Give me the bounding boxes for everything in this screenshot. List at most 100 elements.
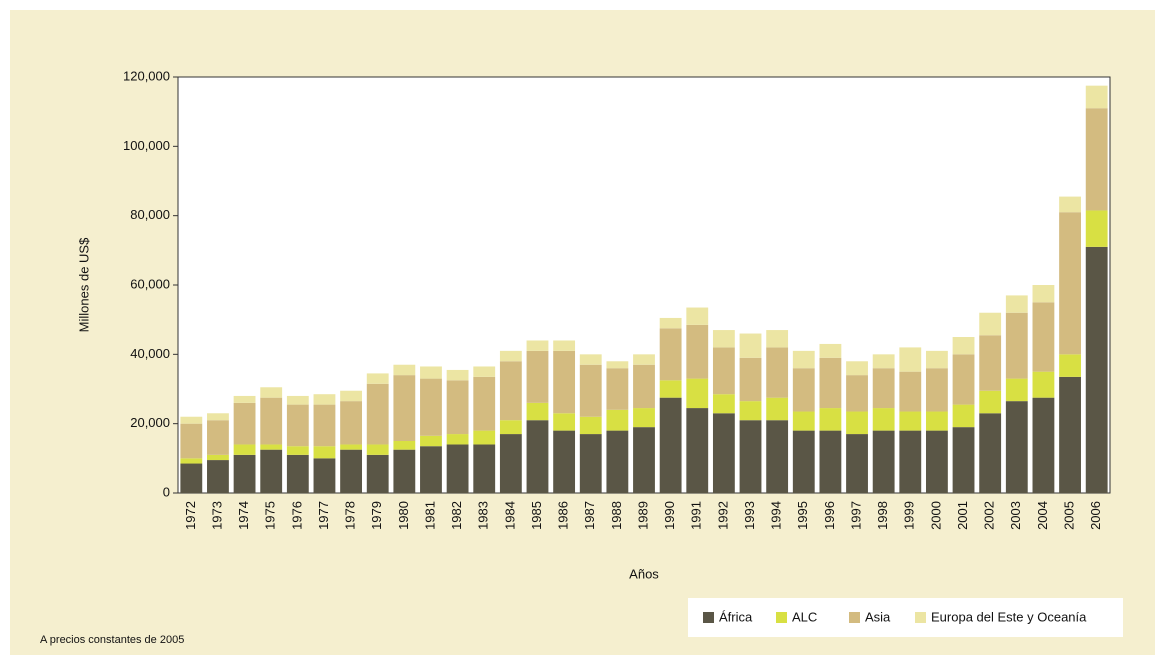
bar-segment: [260, 387, 283, 398]
bar-segment: [446, 380, 469, 435]
bar-segment: [686, 408, 709, 493]
bar-segment: [579, 416, 602, 435]
bar-segment: [393, 441, 416, 450]
x-tick-label: 1978: [343, 501, 358, 530]
bar-segment: [659, 317, 682, 329]
bar-segment: [952, 404, 975, 428]
bar-segment: [553, 430, 576, 493]
bar-segment: [499, 361, 522, 421]
bar-segment: [207, 420, 229, 455]
bar-segment: [872, 408, 895, 431]
bar-segment: [979, 335, 1002, 391]
bar-segment: [260, 444, 283, 450]
legend-box: [688, 598, 1123, 637]
bar-segment: [659, 380, 682, 398]
x-tick-label: 1997: [848, 501, 863, 530]
y-tick-label: 100,000: [123, 138, 170, 153]
bar-segment: [286, 395, 309, 405]
legend-swatch: [703, 612, 714, 623]
bar-segment: [979, 312, 1002, 336]
bar-segment: [499, 434, 522, 493]
bar-segment: [819, 343, 842, 358]
bar-segment: [633, 408, 655, 428]
x-tick-label: 1986: [556, 501, 571, 530]
bar-segment: [1059, 196, 1081, 213]
x-tick-label: 1988: [609, 501, 624, 530]
bar-segment: [286, 446, 309, 455]
x-tick-label: 1999: [902, 501, 917, 530]
x-tick-label: 1990: [662, 501, 677, 530]
x-tick-label: 1989: [635, 501, 650, 530]
bar-segment: [686, 324, 709, 379]
bar-segment: [686, 378, 709, 409]
bar-segment: [393, 375, 416, 441]
bar-segment: [526, 420, 549, 493]
bar-segment: [420, 435, 442, 447]
bar-segment: [233, 395, 256, 403]
bar-segment: [739, 420, 762, 493]
bar-segment: [606, 368, 629, 410]
bar-segment: [366, 373, 389, 384]
bar-segment: [792, 350, 815, 369]
x-tick-label: 1974: [236, 501, 251, 530]
bar-segment: [739, 401, 762, 421]
bar-segment: [1085, 210, 1108, 247]
bar-segment: [766, 347, 789, 398]
bar-segment: [340, 401, 363, 445]
y-tick-label: 0: [163, 484, 170, 499]
legend-swatch: [915, 612, 926, 623]
y-tick-label: 20,000: [130, 415, 170, 430]
bar-segment: [686, 307, 709, 325]
bar-segment: [925, 368, 948, 412]
bar-segment: [952, 427, 975, 493]
bar-segment: [526, 350, 549, 403]
legend-label: Asia: [865, 609, 891, 624]
bar-segment: [1085, 85, 1108, 109]
bar-segment: [979, 413, 1002, 493]
x-tick-label: 1984: [502, 501, 517, 530]
x-tick-label: 1985: [529, 501, 544, 530]
bar-segment: [899, 411, 922, 431]
bar-segment: [446, 444, 469, 493]
bar-segment: [739, 357, 762, 402]
bar-segment: [180, 458, 203, 464]
legend-label: Europa del Este y Oceanía: [931, 609, 1087, 624]
bar-segment: [1032, 397, 1055, 493]
x-tick-label: 1996: [822, 501, 837, 530]
bar-segment: [340, 390, 363, 402]
bar-segment: [899, 430, 922, 493]
bar-segment: [180, 416, 203, 424]
x-tick-label: 1975: [263, 501, 278, 530]
bar-segment: [952, 354, 975, 405]
bar-segment: [579, 434, 602, 493]
bar-segment: [1032, 302, 1055, 372]
bar-segment: [1005, 312, 1028, 379]
x-tick-label: 2000: [928, 501, 943, 530]
y-axis-label: Millones de US$: [76, 237, 91, 332]
bar-segment: [872, 368, 895, 409]
bar-segment: [260, 397, 283, 445]
bar-segment: [846, 361, 868, 376]
bar-segment: [659, 397, 682, 493]
bar-segment: [420, 446, 442, 493]
bar-segment: [499, 350, 522, 362]
bar-segment: [899, 371, 922, 412]
bar-segment: [233, 444, 256, 455]
bar-segment: [579, 354, 602, 365]
bar-segment: [1032, 371, 1055, 398]
legend-label: África: [719, 609, 753, 624]
x-tick-label: 1987: [582, 501, 597, 530]
x-tick-label: 1995: [795, 501, 810, 530]
bar-segment: [792, 411, 815, 431]
bar-segment: [313, 458, 336, 493]
x-tick-label: 2005: [1061, 501, 1076, 530]
bar-segment: [526, 402, 549, 421]
x-tick-label: 1972: [183, 501, 198, 530]
x-tick-label: 1977: [316, 501, 331, 530]
x-tick-label: 2003: [1008, 501, 1023, 530]
bar-segment: [819, 430, 842, 493]
x-tick-label: 1979: [369, 501, 384, 530]
bar-segment: [207, 413, 229, 421]
bar-segment: [553, 350, 576, 414]
y-tick-label: 120,000: [123, 68, 170, 83]
